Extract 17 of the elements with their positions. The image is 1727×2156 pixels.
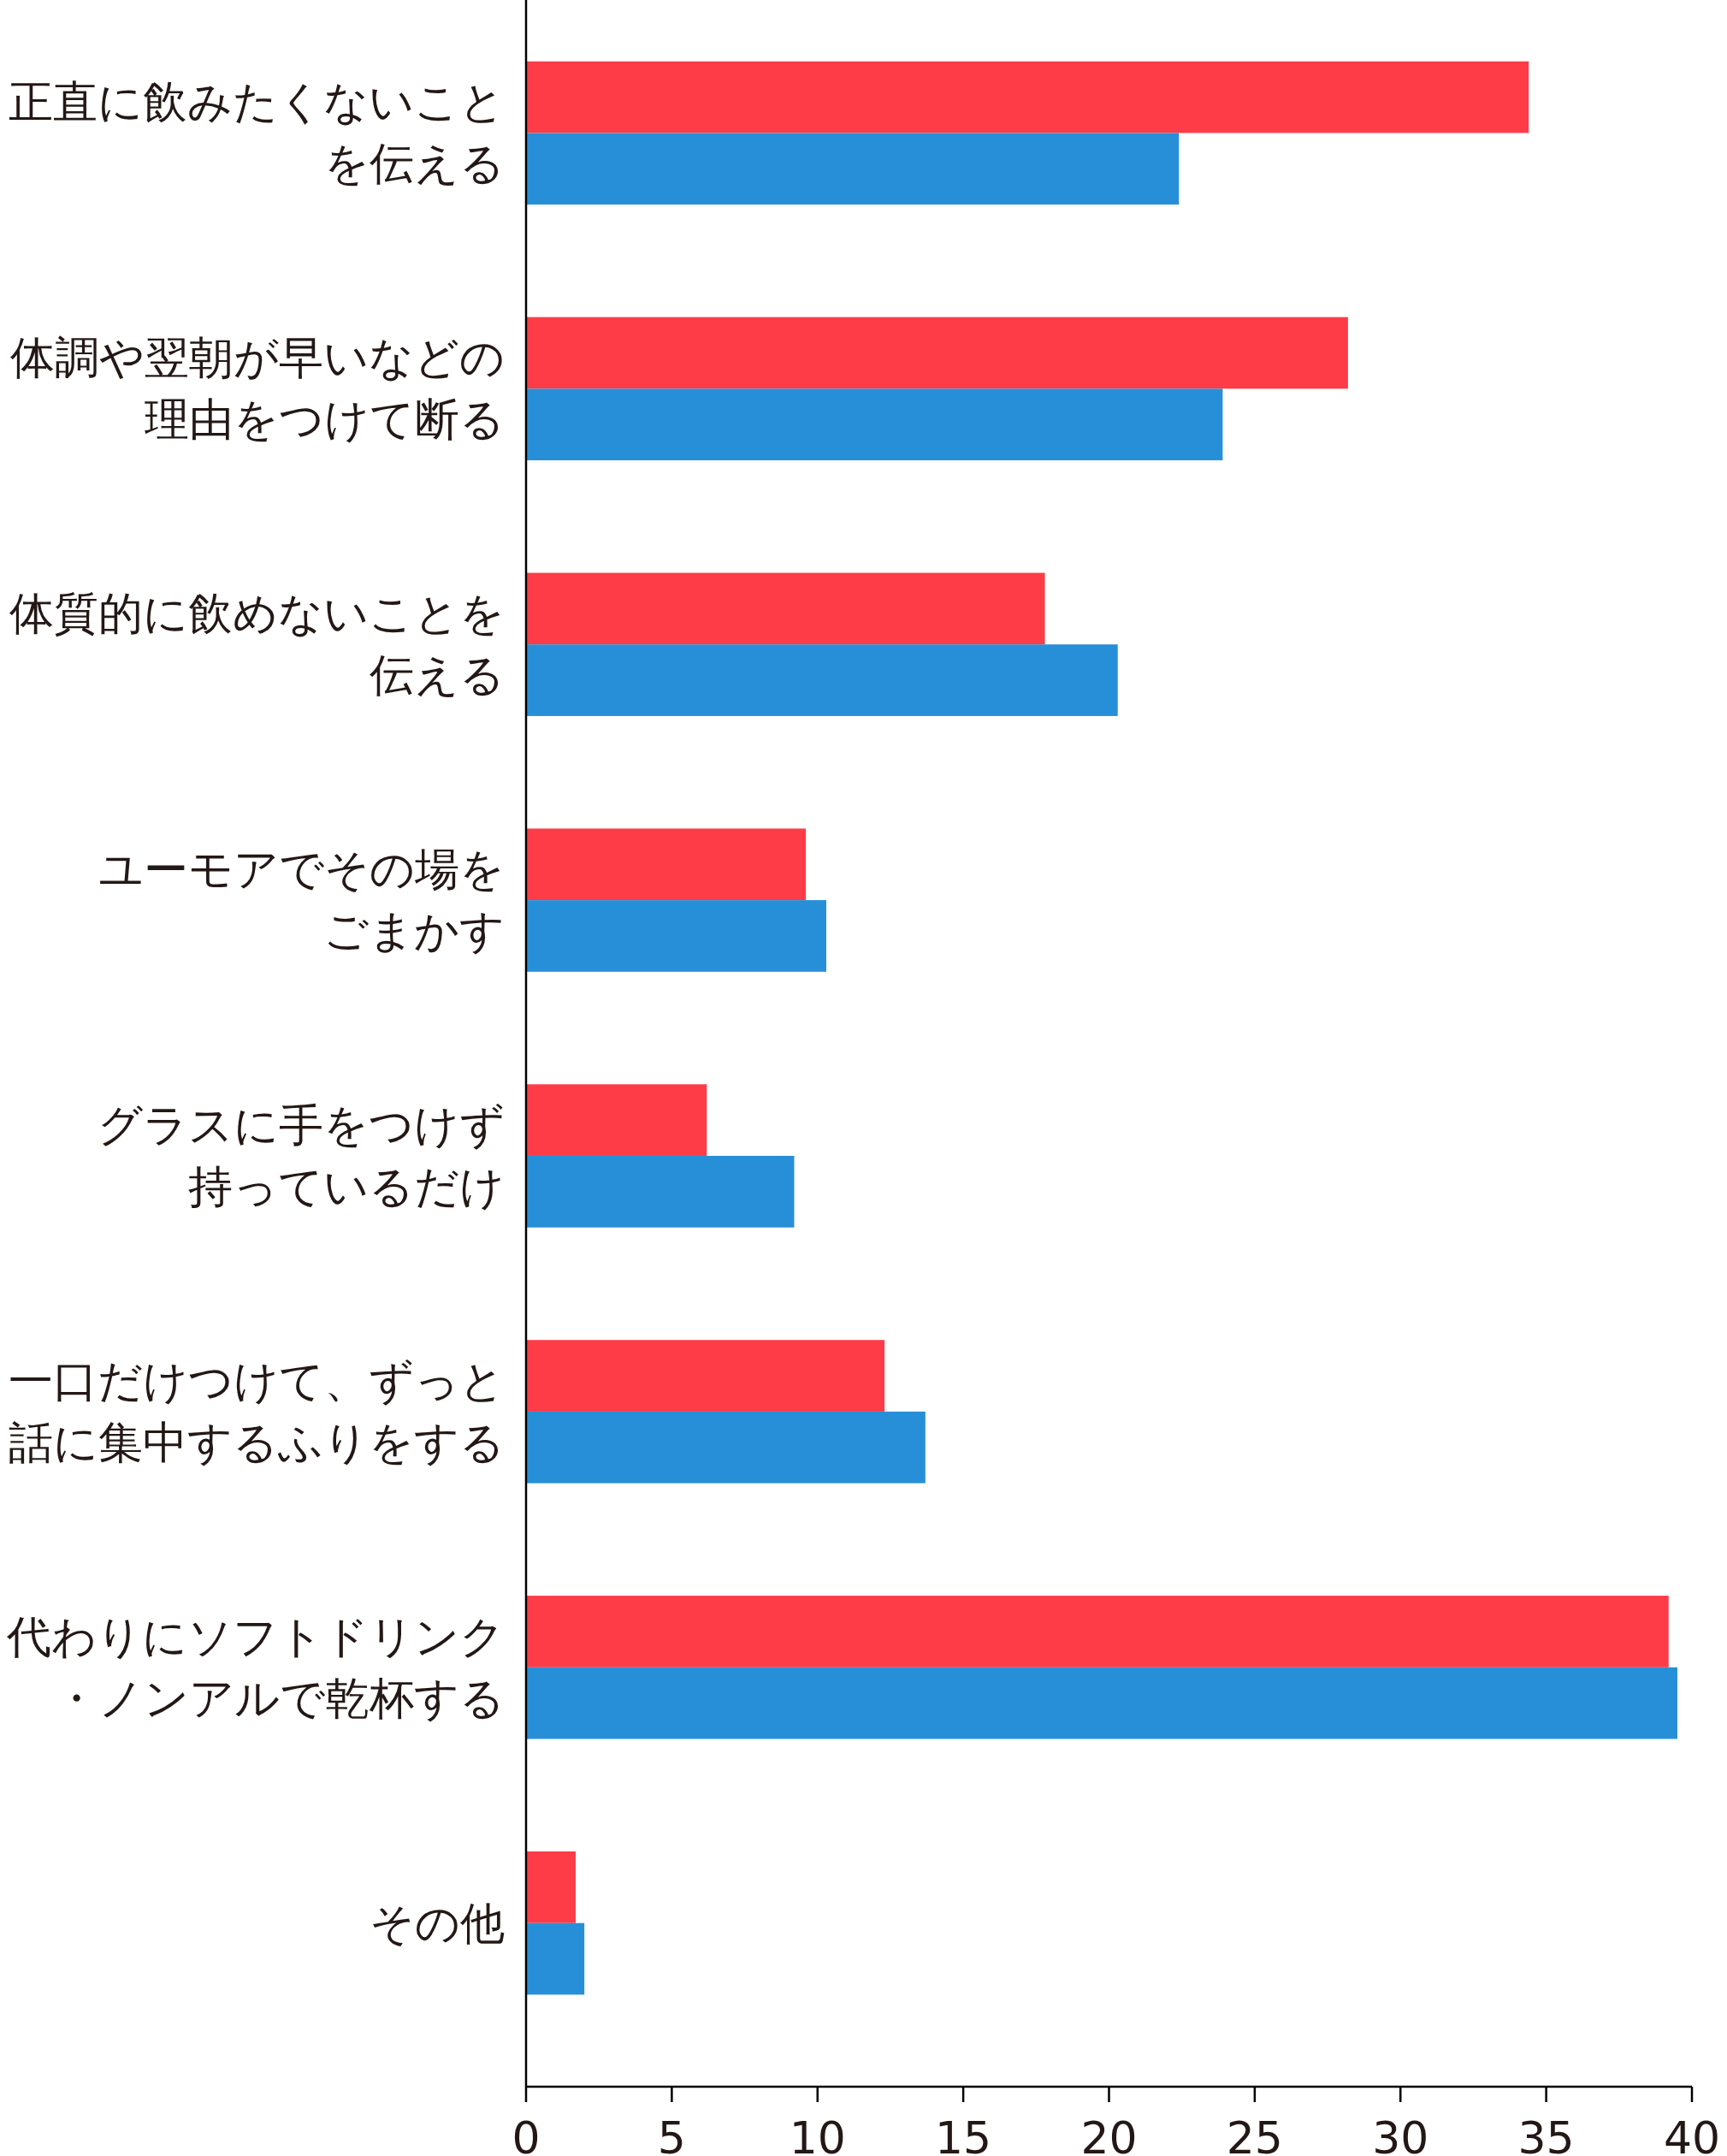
y-tick-label: ユーモアでその場をごまかす	[98, 844, 505, 957]
y-tick-label: グラスに手をつけず持っているだけ	[98, 1099, 505, 1213]
x-tick-label: 5	[657, 2112, 686, 2156]
y-tick-label: 代わりにソフトドリンク・ノンアルで乾杯する	[6, 1610, 505, 1724]
y-tick-label: 体調や翌朝が早いなどの理由をつけて断る	[10, 332, 505, 446]
x-tick-label: 10	[789, 2112, 846, 2156]
x-tick-label: 30	[1372, 2112, 1429, 2156]
y-tick-label: 体質的に飲めないことを伝える	[9, 588, 505, 702]
x-tick-label: 40	[1663, 2112, 1721, 2156]
x-tick-label: 0	[512, 2112, 541, 2156]
y-tick-label: その他	[370, 1897, 505, 1949]
x-tick-label: 25	[1226, 2112, 1283, 2156]
y-tick-label: 一口だけつけて、ずっと話に集中するふりをする	[9, 1354, 505, 1468]
x-tick-label: 15	[935, 2112, 992, 2156]
x-tick-label: 35	[1517, 2112, 1575, 2156]
y-tick-label: 正直に飲みたくないことを伝える	[9, 76, 505, 190]
x-tick-label: 20	[1080, 2112, 1138, 2156]
